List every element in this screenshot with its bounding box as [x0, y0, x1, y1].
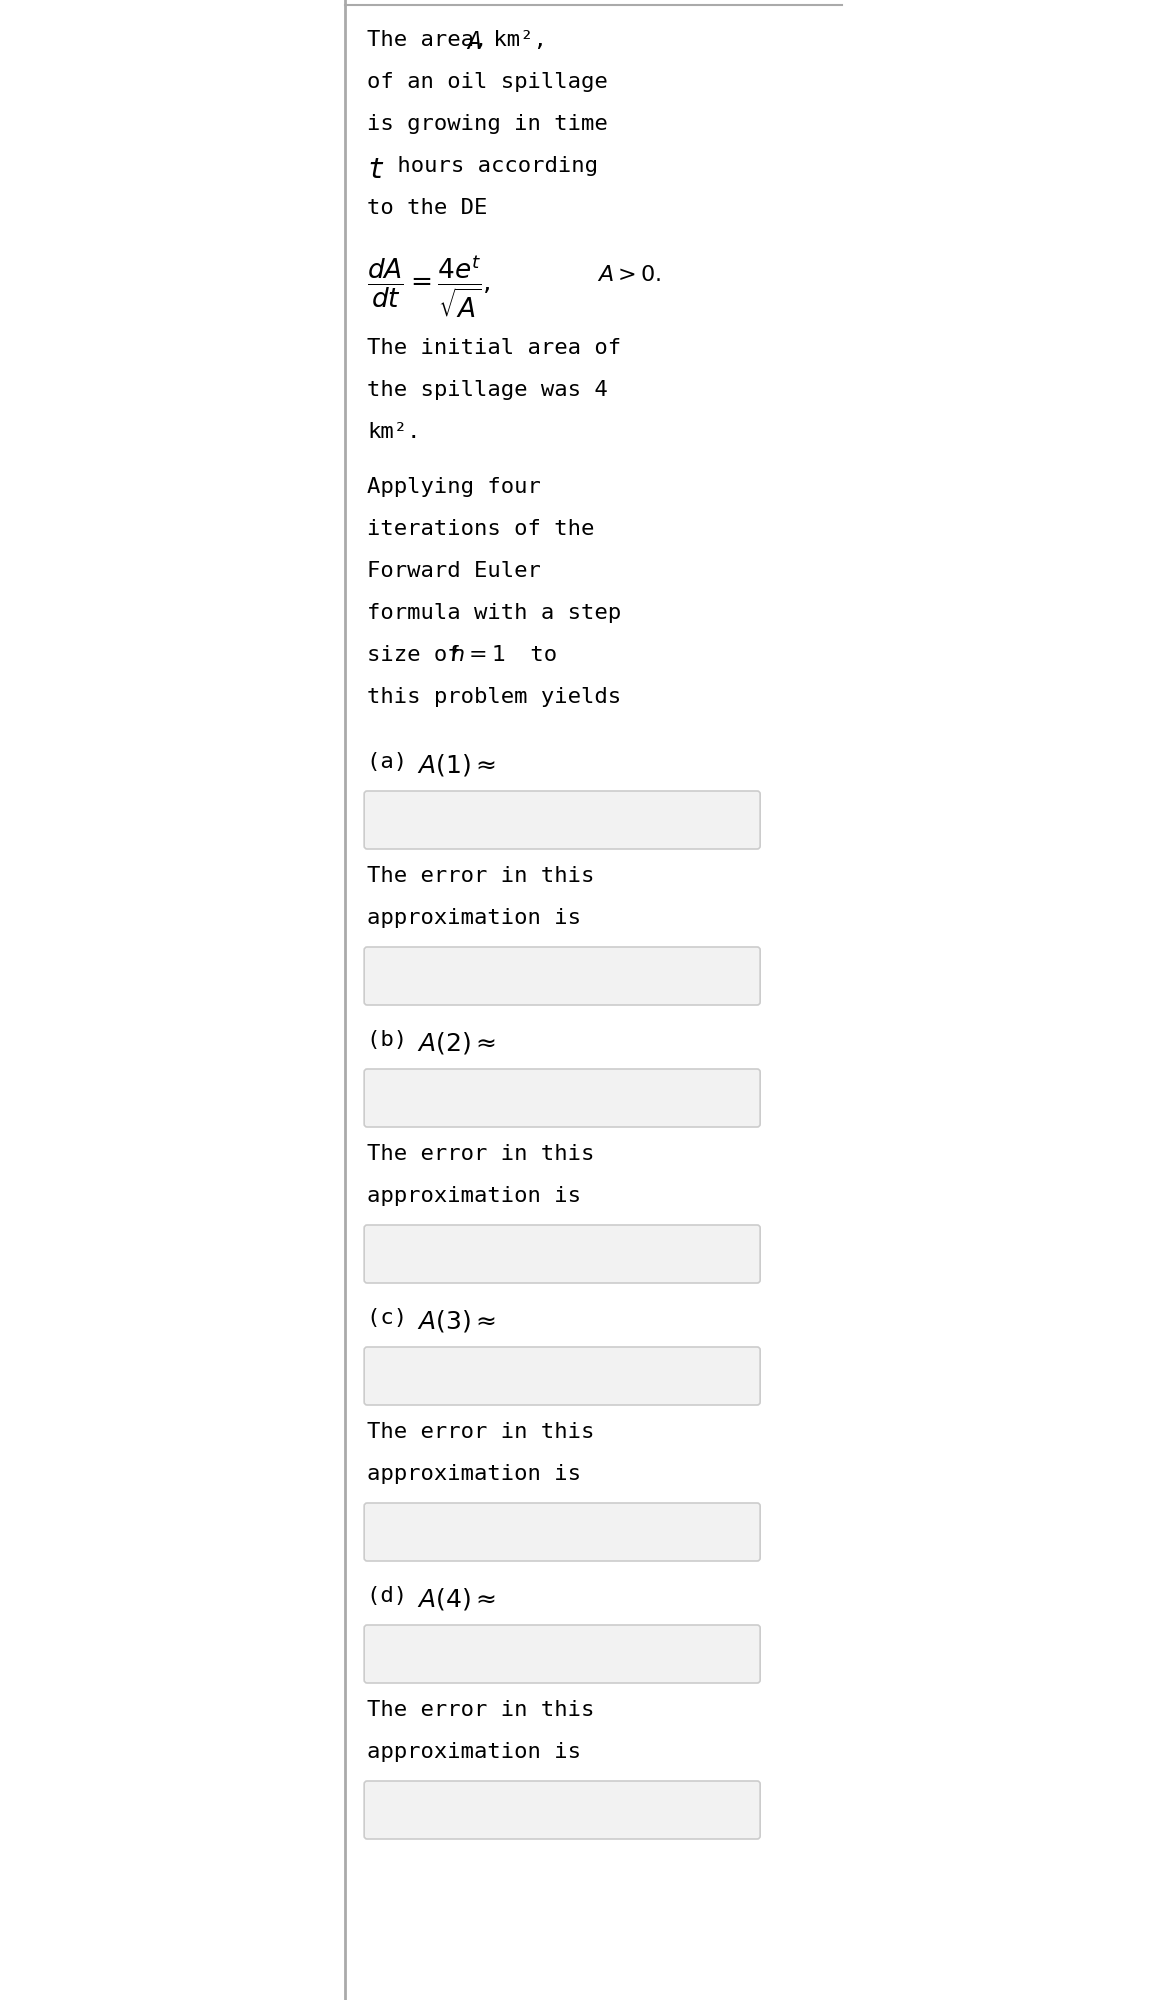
Text: The error in this: The error in this: [367, 1422, 594, 1442]
FancyBboxPatch shape: [364, 1068, 760, 1128]
Text: The error in this: The error in this: [367, 1700, 594, 1720]
Text: (c): (c): [367, 1308, 434, 1328]
Text: The error in this: The error in this: [367, 866, 594, 886]
Text: $A(3) \approx$: $A(3) \approx$: [418, 1308, 496, 1334]
Text: is growing in time: is growing in time: [367, 114, 608, 134]
Text: The error in this: The error in this: [367, 1144, 594, 1164]
FancyBboxPatch shape: [364, 790, 760, 848]
Text: (a): (a): [367, 752, 434, 772]
Text: approximation is: approximation is: [367, 1186, 581, 1206]
Text: iterations of the: iterations of the: [367, 518, 594, 538]
FancyBboxPatch shape: [364, 1624, 760, 1684]
Text: Applying four: Applying four: [367, 476, 541, 496]
Text: km²,: km²,: [480, 30, 548, 50]
Text: (b): (b): [367, 1030, 434, 1050]
Text: $A(4) \approx$: $A(4) \approx$: [418, 1586, 496, 1612]
Text: to the DE: to the DE: [367, 198, 488, 218]
Text: The initial area of: The initial area of: [367, 338, 621, 358]
Text: the spillage was 4: the spillage was 4: [367, 380, 608, 400]
Text: A: A: [467, 30, 481, 54]
Text: $h = 1$: $h = 1$: [450, 644, 505, 664]
Text: of an oil spillage: of an oil spillage: [367, 72, 608, 92]
Text: The area,: The area,: [367, 30, 501, 50]
FancyBboxPatch shape: [364, 1504, 760, 1560]
Text: approximation is: approximation is: [367, 1742, 581, 1762]
FancyBboxPatch shape: [364, 1348, 760, 1404]
Text: (d): (d): [367, 1586, 434, 1606]
Text: $A(2) \approx$: $A(2) \approx$: [418, 1030, 496, 1056]
Text: $\dfrac{dA}{dt} = \dfrac{4e^t}{\sqrt{A}},$: $\dfrac{dA}{dt} = \dfrac{4e^t}{\sqrt{A}}…: [367, 252, 491, 320]
FancyBboxPatch shape: [364, 1780, 760, 1840]
FancyBboxPatch shape: [364, 948, 760, 1004]
Text: Forward Euler: Forward Euler: [367, 560, 541, 580]
Text: to: to: [517, 644, 557, 664]
Text: t: t: [367, 156, 384, 184]
Text: $A > 0.$: $A > 0.$: [597, 264, 662, 284]
Text: size of: size of: [367, 644, 474, 664]
Text: this problem yields: this problem yields: [367, 688, 621, 708]
FancyBboxPatch shape: [364, 1224, 760, 1284]
Text: approximation is: approximation is: [367, 1464, 581, 1484]
Text: hours according: hours according: [384, 156, 598, 176]
Text: $A(1) \approx$: $A(1) \approx$: [418, 752, 496, 778]
Text: km².: km².: [367, 422, 421, 442]
Text: formula with a step: formula with a step: [367, 604, 621, 624]
Text: approximation is: approximation is: [367, 908, 581, 928]
